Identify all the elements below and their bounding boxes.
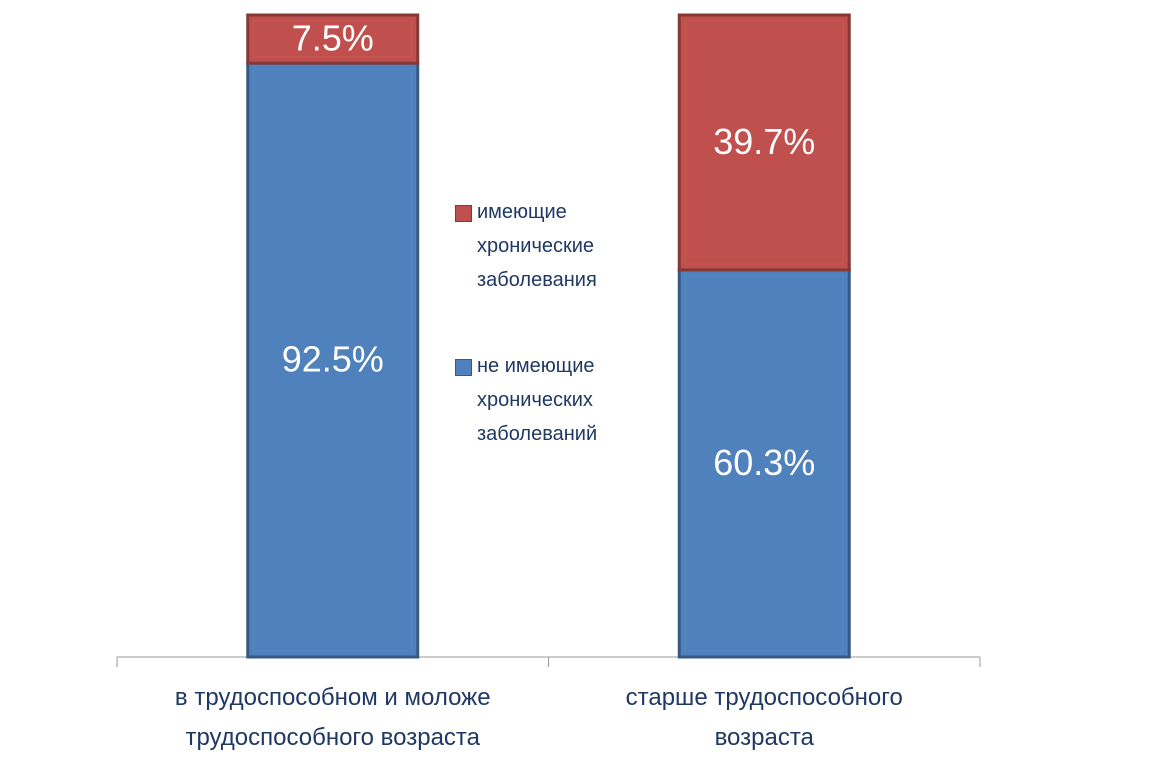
legend-swatch (455, 205, 472, 222)
legend-label: имеющие хронические заболевания (477, 201, 597, 291)
x-tick-label: старше трудоспособного возраста (625, 684, 903, 751)
bar-bevel (253, 20, 413, 58)
legend-item: имеющие хронические заболевания (455, 195, 630, 297)
legend-swatch (455, 359, 472, 376)
value-label: 39.7% (713, 121, 815, 162)
bar-bevel (684, 275, 844, 652)
value-label: 7.5% (292, 18, 374, 59)
value-label: 92.5% (282, 339, 384, 380)
bar-segment (246, 61, 420, 659)
bar-bevel (684, 20, 844, 265)
bar-segment (677, 268, 851, 659)
bar-bevel (253, 68, 413, 652)
legend-label: не имеющие хронических заболеваний (477, 355, 598, 445)
x-tick-label: в трудоспособном и моложе трудоспособног… (174, 684, 491, 751)
bar-segment (677, 13, 851, 272)
bar-segment (246, 13, 420, 65)
value-label: 60.3% (713, 442, 815, 483)
legend-item: не имеющие хронических заболеваний (455, 349, 630, 451)
